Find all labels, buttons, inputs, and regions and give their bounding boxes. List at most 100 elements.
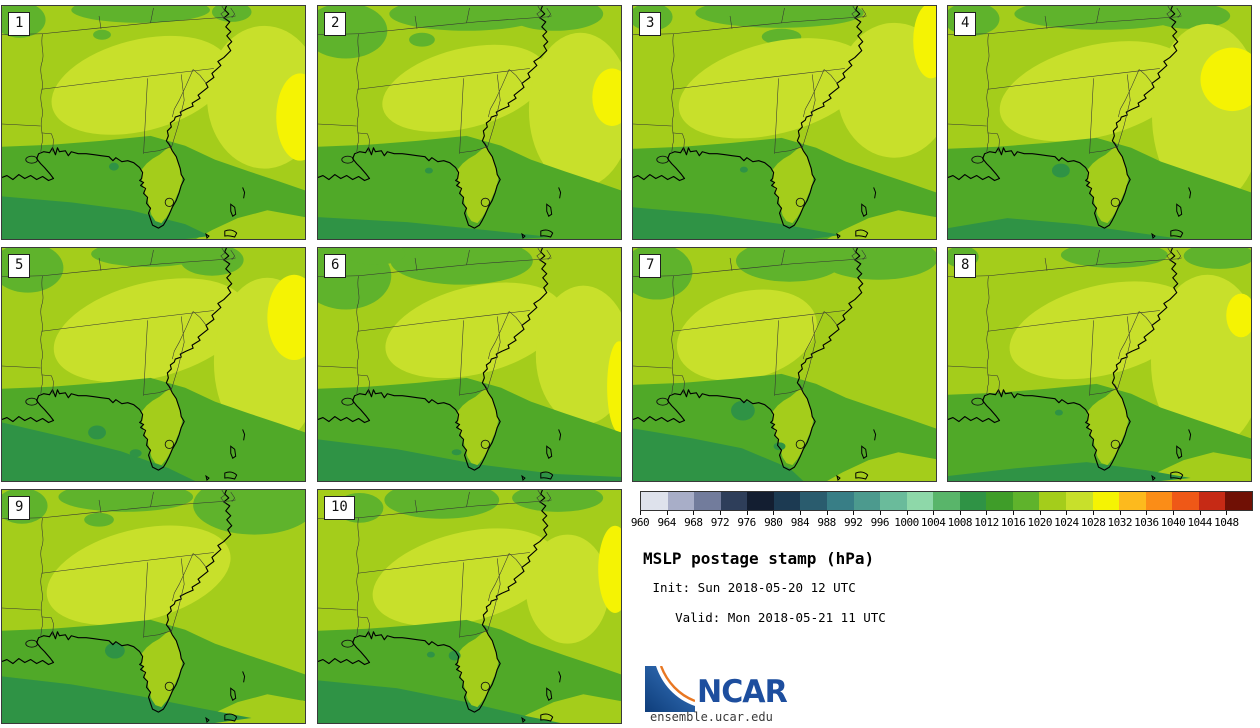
colorbar-segment xyxy=(773,492,801,510)
state-border xyxy=(1166,248,1172,263)
state-border xyxy=(40,517,44,638)
colorbar-tick-label: 1032 xyxy=(1107,516,1132,529)
colorbar-segment xyxy=(1198,492,1226,510)
state-border xyxy=(861,249,867,261)
grass-green-region xyxy=(512,490,604,512)
island-outline xyxy=(230,687,237,701)
colorbar-tick-label: 1048 xyxy=(1214,516,1239,529)
state-border xyxy=(459,383,488,396)
grass-green-region xyxy=(389,6,544,31)
yellow-high-pressure-region xyxy=(598,525,621,613)
ensemble-member-panel-8: 8 xyxy=(947,247,1252,482)
state-border xyxy=(536,6,542,21)
state-border xyxy=(851,248,857,263)
state-border xyxy=(40,33,44,154)
colorbar-tick xyxy=(853,511,855,515)
member-number-badge: 1 xyxy=(8,12,31,36)
island-outline xyxy=(205,716,210,723)
teal-spot xyxy=(739,166,748,173)
state-border xyxy=(414,257,418,271)
state-border xyxy=(672,374,685,394)
member-number-badge: 9 xyxy=(8,496,31,520)
dark-green-region xyxy=(2,676,252,723)
island-outline xyxy=(224,471,238,480)
state-border xyxy=(357,132,370,152)
colorbar-tick-label: 1008 xyxy=(947,516,973,529)
state-border xyxy=(466,491,470,507)
mslp-map xyxy=(633,248,936,481)
florida-peninsula-fill xyxy=(141,629,183,708)
colorbar-segment xyxy=(1225,492,1252,510)
teal-spot xyxy=(731,400,755,421)
island-outline xyxy=(558,429,562,441)
teal-spot xyxy=(448,650,461,661)
state-border xyxy=(1044,15,1048,29)
state-border xyxy=(459,562,464,638)
colorbar-tick xyxy=(826,511,828,515)
init-time: Init: Sun 2018-05-20 12 UTC xyxy=(645,580,856,595)
state-border xyxy=(143,562,148,638)
state-border xyxy=(729,15,733,29)
state-border xyxy=(1096,7,1100,23)
state-border xyxy=(40,275,44,396)
ensemble-member-panel-3: 3 xyxy=(632,5,937,240)
island-outline xyxy=(242,429,246,441)
state-border xyxy=(466,249,470,265)
state-border xyxy=(318,365,357,369)
mslp-map xyxy=(2,6,305,239)
lake-okeechobee-outline xyxy=(164,681,174,691)
member-number-badge: 6 xyxy=(324,254,347,278)
state-border xyxy=(546,7,552,19)
island-outline xyxy=(855,229,869,238)
grass-green-region xyxy=(193,490,305,535)
coastline xyxy=(948,6,1179,229)
dark-green-region xyxy=(948,462,1191,481)
colorbar-segment xyxy=(1145,492,1173,510)
colorbar-segment xyxy=(1092,492,1120,510)
state-border xyxy=(672,68,845,90)
ensemble-member-panel-1: 1 xyxy=(1,5,306,240)
light-chartreuse-region xyxy=(836,22,936,158)
state-border xyxy=(823,311,839,327)
state-border xyxy=(172,311,194,360)
dark-green-region xyxy=(318,217,551,239)
lake-okeechobee-outline xyxy=(164,197,174,207)
state-border xyxy=(1044,257,1048,271)
colorbar-tick-label: 960 xyxy=(630,516,650,529)
coastline xyxy=(633,6,864,229)
init-valid-times: Init: Sun 2018-05-20 12 UTC Valid: Mon 2… xyxy=(645,580,886,640)
colorbar-segment xyxy=(853,492,881,510)
teal-spot xyxy=(426,651,435,658)
colorbar-tick xyxy=(746,511,748,515)
state-border xyxy=(986,275,990,396)
state-border xyxy=(1089,78,1094,154)
ensemble-member-panel-10: 10 xyxy=(317,489,622,724)
ncar-logo: NCAR xyxy=(645,666,1005,726)
lake-okeechobee-outline xyxy=(795,439,805,449)
lake-okeechobee-outline xyxy=(1110,197,1120,207)
state-border xyxy=(488,69,510,118)
pressure-colorbar xyxy=(640,491,1253,511)
grass-green-region xyxy=(211,6,252,22)
state-border xyxy=(487,316,501,390)
state-border xyxy=(823,69,839,85)
colorbar-tick-label: 1024 xyxy=(1054,516,1079,529)
state-border xyxy=(536,248,542,263)
state-border xyxy=(1138,69,1154,85)
light-chartreuse-region xyxy=(382,44,547,132)
grass-green-region xyxy=(345,248,406,265)
grass-green-region xyxy=(1151,6,1231,29)
light-chartreuse-region xyxy=(535,285,621,425)
florida-peninsula-fill xyxy=(772,145,814,224)
state-border xyxy=(2,607,41,611)
state-border xyxy=(987,68,1160,90)
state-border xyxy=(150,249,154,265)
island-outline xyxy=(205,474,210,481)
state-border xyxy=(802,74,816,148)
state-border xyxy=(774,320,779,396)
colorbar-tick-label: 1016 xyxy=(1000,516,1026,529)
island-outline xyxy=(1170,229,1184,238)
colorbar-tick-label: 1044 xyxy=(1187,516,1212,529)
member-number-badge: 5 xyxy=(8,254,31,278)
